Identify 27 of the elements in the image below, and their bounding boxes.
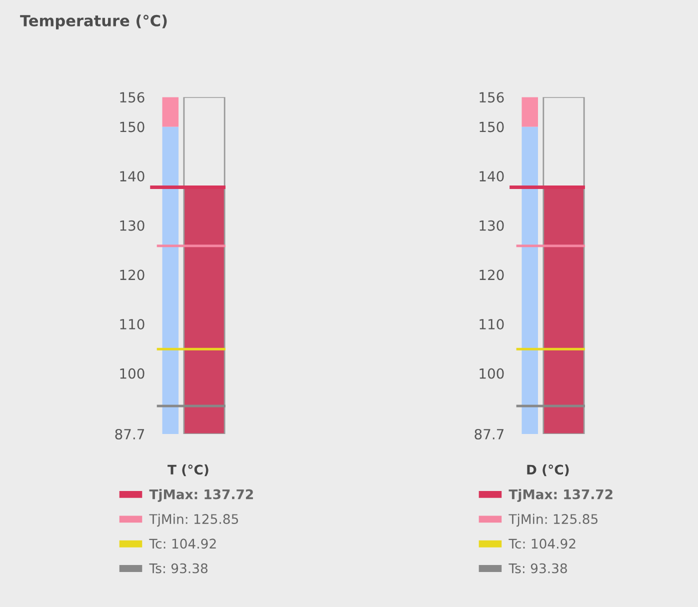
y-tick-label: 130 <box>480 220 504 231</box>
y-tick-label: 156 <box>120 92 144 103</box>
y-tick-label: 110 <box>120 318 144 330</box>
legend-title: D (°C) <box>527 464 569 476</box>
legend-label: Ts: 93.38 <box>149 563 208 574</box>
y-tick-label: 150 <box>120 122 144 132</box>
y-tick-label: 100 <box>480 368 504 379</box>
legend-label: TjMax: 137.72 <box>149 489 253 502</box>
y-tick-label: 87.7 <box>474 428 504 440</box>
y-tick-label: 150 <box>480 122 504 132</box>
y-tick-label: 100 <box>120 368 144 379</box>
y-tick-label: 140 <box>480 171 504 182</box>
y-tick-label: 110 <box>480 318 504 330</box>
legend-label: TjMin: 125.85 <box>508 514 598 527</box>
legend-label: Tc: 104.92 <box>508 538 576 549</box>
legend-title: T (°C) <box>168 464 208 476</box>
legend-label: TjMax: 137.72 <box>508 489 612 502</box>
y-tick-label: 120 <box>480 270 504 280</box>
y-tick-label: 156 <box>480 92 504 103</box>
legend-label: Tc: 104.92 <box>149 538 216 549</box>
y-tick-label: 120 <box>120 270 144 280</box>
y-tick-label: 130 <box>120 220 144 231</box>
y-tick-label: 87.7 <box>115 428 144 440</box>
legend-label: TjMin: 125.85 <box>149 514 238 527</box>
y-tick-label: 140 <box>120 171 144 182</box>
legend-label: Ts: 93.38 <box>508 563 567 574</box>
chart-title: Temperature (°C) <box>20 14 167 30</box>
